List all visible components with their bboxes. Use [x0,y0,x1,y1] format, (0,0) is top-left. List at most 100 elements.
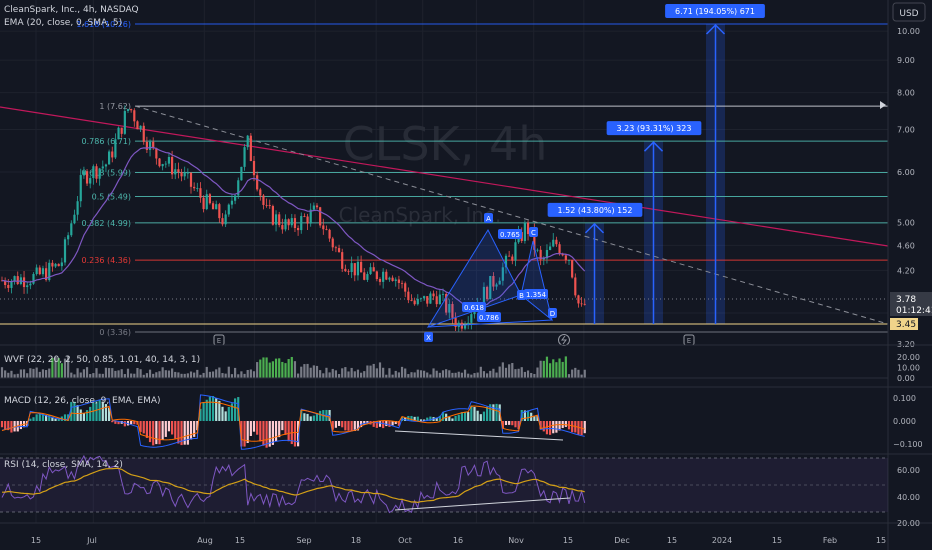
symbol-legend[interactable]: CleanSpark, Inc., 4h, NASDAQ [4,5,139,15]
candle-body [41,268,45,275]
wvf-bar [419,370,423,378]
macd-bar [341,421,344,428]
wvf-bar [545,356,549,378]
ema-line [1,146,586,309]
candle-body [89,178,92,184]
harmonic-point-badge [517,290,526,300]
candle-body [378,279,382,282]
candle-body [347,271,350,273]
candle-body [85,171,89,184]
wvf-bar [26,373,29,378]
macd-bar [85,410,89,421]
macd-bar [174,421,177,439]
candle-body [180,172,183,177]
wvf-histogram: 20.00 10.000.00 [0,353,920,383]
wvf-bar [341,368,344,378]
wvf-bar [435,370,438,378]
candle-body [328,229,331,239]
rsi-legend[interactable]: RSI (14, close, SMA, 14, 2) [4,460,123,470]
macd-bar [319,410,322,421]
candle-body [227,204,230,215]
wvf-bar [243,373,246,378]
candle-body [215,204,218,210]
candle-body [533,229,536,250]
harmonic-ratio-badge [462,302,486,312]
wvf-legend[interactable]: WVF (22, 20, 2, 50, 0.85, 1.01, 40, 14, … [4,355,200,365]
wvf-bar [142,374,145,378]
candle-body [300,216,303,231]
candle-body [155,148,158,159]
macd-bar [429,416,432,421]
wvf-bar [463,369,467,378]
wvf-bar [98,373,101,378]
candle-body [76,201,79,215]
macd-bar [492,404,495,421]
candle-body [243,147,246,167]
wvf-bar [108,368,111,378]
candle-body [126,109,130,112]
wvf-bar [520,367,523,378]
macd-bar [82,413,85,421]
macd-bar [552,421,555,434]
macd-bar [558,421,561,431]
candle-body [426,296,429,304]
macd-bar [274,421,278,442]
macd-bar [423,419,426,421]
macd-bar [41,413,45,421]
wvf-bar [126,368,130,378]
wvf-bar [441,370,445,378]
wvf-bar [4,370,7,378]
candle-body [400,282,404,284]
wvf-bar [82,369,85,378]
wvf-bar [451,372,454,378]
macd-bar [79,409,82,421]
macd-bar [426,417,429,421]
macd-tick-label: 0.000 [893,417,916,426]
wvf-bar [120,369,123,378]
wvf-bar [353,371,356,378]
candle-body [583,303,586,305]
macd-bar [189,421,193,440]
current-price-value: 3.78 [896,295,916,305]
candle-body [353,263,356,276]
wvf-bar [429,374,432,378]
wvf-bar [145,373,148,378]
candle-body [561,253,564,256]
wvf-bar [391,374,394,378]
wvf-bar [457,371,460,378]
macd-bar [133,421,136,425]
ema-legend[interactable]: EMA (20, close, 0, SMA, 5) [4,18,122,28]
candle-body [432,293,435,297]
wvf-bar [240,371,243,378]
dashed-trendline [134,105,889,325]
macd-legend[interactable]: MACD (12, 26, close, 9, EMA, EMA) [4,396,161,406]
wvf-bar [164,370,167,378]
wvf-bar [536,367,539,378]
wvf-bar [199,374,202,378]
wvf-bar [404,368,407,378]
macd-bar [448,416,451,421]
macd-bar [334,421,337,428]
macd-line [1,394,585,450]
macd-bar [454,415,457,421]
wvf-bar [564,356,567,378]
macd-tick-label: 0.100 [893,394,916,403]
wvf-tick-label: 10.00 [897,364,920,373]
rsi-tick-label: 40.00 [897,493,920,502]
wvf-bar [312,365,315,378]
candle-body [297,228,300,231]
candle-body [161,164,164,167]
macd-bar [539,421,542,430]
wvf-bar [224,373,227,378]
macd-bar [196,421,199,431]
wvf-bar [89,374,92,378]
candle-body [274,214,278,225]
rsi-divergence-line [394,497,571,511]
currency-button[interactable]: USD [892,2,926,22]
candle-body [366,274,369,280]
wvf-bar [334,370,337,378]
wvf-bar [38,371,41,378]
harmonic-ratio-label: 0.765 [500,231,520,239]
projection-label: 1.52 (43.80%) 152 [558,206,633,215]
